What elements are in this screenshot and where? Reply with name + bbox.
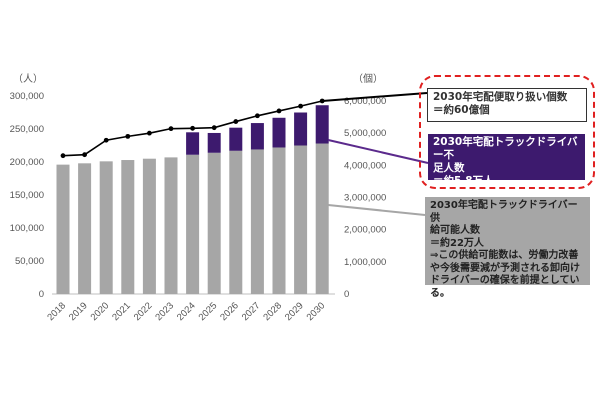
right-axis-ticks: 0 1,000,000 2,000,000 3,000,000 4,000,000 5,0… <box>344 96 386 300</box>
parcel-point <box>168 126 174 132</box>
supply-callout-text: 2030年宅配トラックドライバー供 給可能人数 ＝約22万人 ⇒この供給可能数は… <box>430 200 580 299</box>
left-tick-label: 250,000 <box>10 124 44 135</box>
x-tick-label: 2027 <box>240 300 263 323</box>
parcel-point <box>125 133 131 139</box>
x-tick-label: 2023 <box>153 300 176 323</box>
x-tick-label: 2020 <box>89 300 112 323</box>
parcel-point <box>298 103 303 109</box>
parcel-point <box>82 152 87 158</box>
x-tick-label: 2030 <box>305 300 328 323</box>
parcel-point <box>60 153 66 159</box>
parcels-callout: 2030年宅配便取り扱い個数 ＝約60億個 <box>427 88 587 122</box>
left-tick-label: 100,000 <box>10 223 44 234</box>
shortage-bar <box>250 123 264 150</box>
x-tick-label: 2026 <box>218 300 241 323</box>
left-tick-label: 300,000 <box>10 91 44 102</box>
supply-callout: 2030年宅配トラックドライバー供 給可能人数 ＝約22万人 ⇒この供給可能数は… <box>425 197 590 299</box>
x-tick-label: 2018 <box>45 300 68 323</box>
shortage-bar <box>294 112 308 146</box>
x-tick-label: 2025 <box>197 300 220 323</box>
parcel-point <box>255 113 260 119</box>
parcels-callout-text: 2030年宅配便取り扱い個数 ＝約60億個 <box>433 91 568 116</box>
dashed-highlight-frame <box>419 75 595 189</box>
left-axis-unit: （人） <box>13 73 43 85</box>
x-tick-label: 2022 <box>132 300 155 323</box>
supply-bar <box>272 147 286 294</box>
left-tick-label: 200,000 <box>10 157 44 168</box>
left-tick-label: 50,000 <box>15 256 44 267</box>
right-tick-label: 1,000,000 <box>344 257 386 268</box>
supply-bar <box>315 143 329 294</box>
supply-bar <box>229 150 243 294</box>
left-tick-label: 0 <box>39 289 44 300</box>
supply-bar <box>121 160 135 294</box>
parcel-point <box>103 137 109 143</box>
supply-bar <box>56 164 70 294</box>
shortage-bar <box>315 105 329 144</box>
supply-bar <box>164 157 178 294</box>
supply-bar <box>250 149 264 294</box>
right-tick-label: 5,000,000 <box>344 128 386 139</box>
x-tick-label: 2024 <box>175 300 198 323</box>
parcel-point <box>190 125 196 131</box>
supply-leader-line <box>328 204 426 216</box>
x-tick-label: 2019 <box>67 300 90 323</box>
parcel-point <box>211 125 217 131</box>
parcel-point <box>147 130 152 136</box>
parcels-leader-line <box>322 92 428 102</box>
bars <box>56 105 329 294</box>
supply-bar <box>186 154 200 294</box>
supply-bar <box>142 158 156 294</box>
right-tick-label: 3,000,000 <box>344 192 386 203</box>
supply-bar <box>99 161 113 294</box>
left-tick-label: 150,000 <box>10 190 44 201</box>
shortage-bar <box>186 132 200 155</box>
parcel-point <box>276 108 282 114</box>
shortage-callout: 2030年宅配トラックドライバー不 足人数 ＝約5.8万人 <box>428 134 585 187</box>
x-axis-ticks: 2018201920202021202220232024202520262027… <box>45 300 327 323</box>
left-axis-ticks: 0 50,000 100,000 150,000 200,000 250,000 300,0… <box>10 91 44 300</box>
x-tick-label: 2028 <box>261 300 284 323</box>
supply-bar <box>78 163 92 294</box>
shortage-callout-text: 2030年宅配トラックドライバー不 足人数 ＝約5.8万人 <box>433 136 578 187</box>
x-tick-label: 2021 <box>110 300 133 323</box>
right-axis-unit: （個） <box>353 72 383 85</box>
supply-bar <box>207 152 221 294</box>
shortage-bar <box>207 132 221 153</box>
parcel-line <box>60 98 325 159</box>
x-tick-label: 2029 <box>283 300 306 323</box>
shortage-bar <box>272 117 286 148</box>
shortage-leader-line <box>327 139 429 164</box>
supply-bar <box>294 145 308 294</box>
right-tick-label: 4,000,000 <box>344 160 386 171</box>
right-tick-label: 2,000,000 <box>344 225 386 236</box>
leader-lines <box>322 92 429 216</box>
right-tick-label: 0 <box>344 289 349 300</box>
parcel-point <box>233 119 239 124</box>
shortage-bar <box>229 127 243 151</box>
right-tick-label: 6,000,000 <box>344 96 386 107</box>
